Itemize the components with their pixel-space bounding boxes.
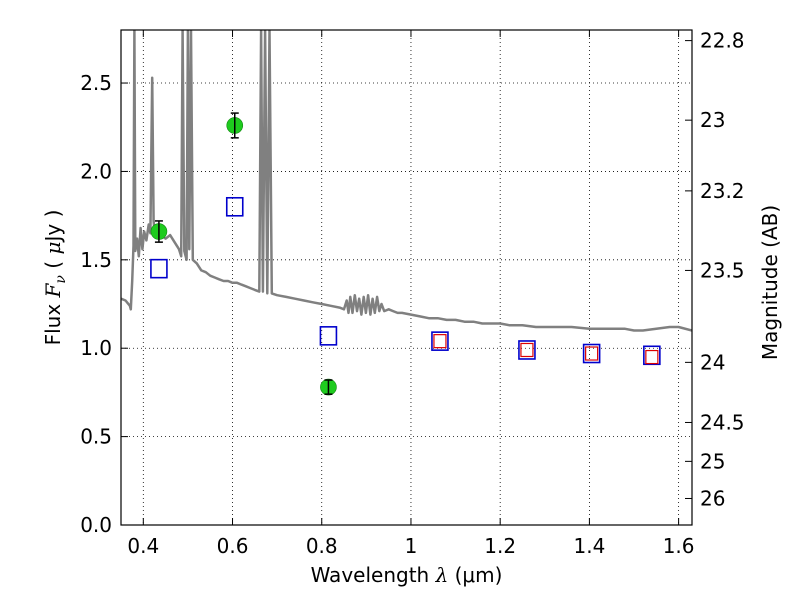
alt-flux-square bbox=[585, 346, 599, 361]
plot-frame bbox=[120, 29, 693, 526]
model-flux-square bbox=[643, 345, 661, 366]
y-axis-label-subscript: ν bbox=[53, 275, 69, 284]
alt-flux-square bbox=[520, 342, 534, 358]
x-tick-label: 1.2 bbox=[484, 534, 516, 558]
x-tick-label: 0.4 bbox=[127, 534, 159, 558]
y-tick-label: 2.0 bbox=[80, 159, 112, 183]
x-tick-label: 1 bbox=[405, 534, 418, 558]
y2-tick-label: 23 bbox=[700, 108, 725, 132]
alt-flux-square bbox=[433, 334, 447, 349]
data-series bbox=[121, 30, 692, 396]
model-flux-square bbox=[319, 326, 338, 346]
x-axis-label: Wavelength λ (μm) bbox=[311, 563, 503, 587]
axis-ticks: 0.4 0.6 0.8 1 1.2 1.4 1.6 0.0 0.5 1.0 1.5 2.0 2.5 22.… bbox=[80, 29, 744, 558]
x-axis-label-text: Wavelength bbox=[311, 563, 436, 587]
y2-tick-label: 25 bbox=[700, 449, 725, 473]
y2-tick-label: 24 bbox=[700, 350, 725, 374]
x-tick-label: 0.8 bbox=[306, 534, 338, 558]
y2-axis-label: Magnitude (AB) bbox=[758, 205, 782, 360]
model-flux-square bbox=[582, 343, 601, 364]
y2-tick-label: 23.5 bbox=[700, 258, 745, 282]
y-axis-label-unit-mu: μ bbox=[41, 242, 65, 255]
x-tick-label: 0.6 bbox=[217, 534, 249, 558]
model-flux-square bbox=[431, 331, 449, 351]
y-axis-label-symbol: F bbox=[41, 282, 65, 298]
model-flux-square bbox=[518, 340, 536, 360]
model-flux-square bbox=[150, 258, 168, 279]
y-tick-label: 1.5 bbox=[80, 248, 112, 272]
x-tick-label: 1.4 bbox=[573, 534, 605, 558]
y-tick-label: 0.0 bbox=[80, 513, 112, 537]
y-axis-label-unit-pre: ( bbox=[41, 255, 65, 276]
alt-flux-square bbox=[645, 349, 659, 365]
model-flux-square bbox=[225, 196, 244, 217]
y-tick-label: 1.0 bbox=[80, 336, 112, 360]
y-axis-label: Flux Fν ( μJy ) bbox=[41, 210, 69, 346]
spectrum-line bbox=[121, 30, 692, 332]
y2-tick-label: 24.5 bbox=[700, 410, 745, 434]
x-axis-label-unit: (μm) bbox=[448, 563, 502, 587]
x-tick-label: 1.6 bbox=[663, 534, 695, 558]
grid-lines bbox=[121, 30, 692, 526]
y-axis-label-text: Flux bbox=[41, 297, 65, 345]
x-axis-label-symbol: λ bbox=[435, 563, 449, 587]
y2-tick-label: 23.2 bbox=[700, 179, 745, 203]
y2-tick-label: 26 bbox=[700, 486, 725, 510]
y2-tick-label: 22.8 bbox=[700, 29, 745, 53]
y-axis-label-unit-post: Jy ) bbox=[41, 210, 65, 244]
y-tick-label: 2.5 bbox=[80, 71, 112, 95]
y-tick-label: 0.5 bbox=[80, 425, 112, 449]
